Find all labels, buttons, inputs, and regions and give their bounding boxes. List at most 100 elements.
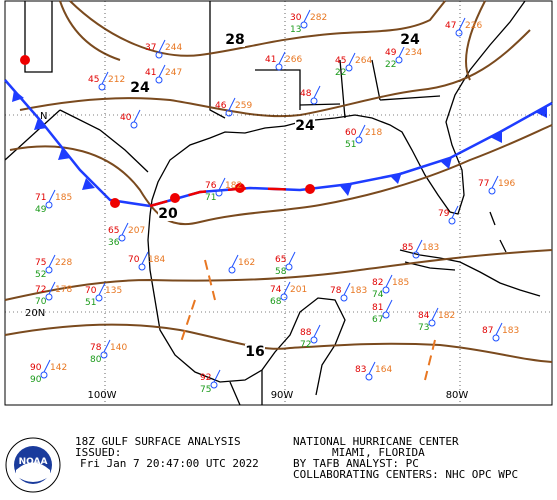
map-frame — [4, 0, 553, 406]
wind-barb — [141, 251, 149, 265]
isobars — [4, 0, 553, 363]
station-dewpoint: 73 — [418, 323, 429, 333]
station-temp: 41 — [145, 68, 156, 78]
station-dewpoint: 90 — [30, 375, 42, 385]
station-temp: 81 — [372, 303, 383, 313]
isobar-label: 28 — [225, 32, 244, 48]
longitude-label: 100W — [88, 390, 117, 401]
station-temp: 41 — [265, 55, 276, 65]
wind-barb — [313, 324, 321, 338]
wind-barb — [313, 85, 321, 99]
footer-title: 18Z GULF SURFACE ANALYSIS — [75, 435, 241, 448]
front-triangles — [12, 90, 547, 196]
station-pressure: 185 — [392, 278, 409, 288]
station-temp: 82 — [372, 278, 383, 288]
isobar-label-bg — [130, 80, 150, 95]
station-dewpoint: 74 — [372, 290, 384, 300]
troughs — [179, 259, 436, 381]
wind-barb — [48, 254, 56, 268]
wind-barb — [288, 251, 296, 265]
wind-barb — [385, 299, 393, 313]
wind-barb — [213, 369, 221, 383]
location: MIAMI, FLORIDA — [332, 446, 425, 459]
station-temp: 70 — [128, 255, 140, 265]
station-temp: 87 — [482, 326, 493, 336]
station-dewpoint: 67 — [372, 315, 383, 325]
wind-barb — [415, 239, 423, 253]
station-pressure: 183 — [350, 286, 367, 296]
footer: 18Z GULF SURFACE ANALYSIS ISSUED: Fri Ja… — [75, 435, 518, 481]
station-pressure: 178 — [55, 285, 72, 295]
station-pressure: 259 — [235, 101, 252, 111]
wind-barb — [278, 51, 286, 65]
station-temp: 65 — [275, 255, 286, 265]
latitude-label: 20N — [25, 308, 45, 319]
station-pressure: 201 — [290, 285, 307, 295]
station-dewpoint: 22 — [385, 60, 396, 70]
station-pressure: 164 — [375, 365, 392, 375]
station-temp: 90 — [30, 363, 42, 373]
isobar-labels: 28 24 24 24 20 16 — [130, 32, 420, 360]
logo-text: NOAA — [19, 457, 48, 467]
station-pressure: 207 — [128, 226, 145, 236]
station-dewpoint: 22 — [335, 68, 346, 78]
collaborating: COLLABORATING CENTERS: NHC OPC WPC — [293, 468, 518, 481]
isobar-label-bg — [295, 118, 315, 133]
wind-barb — [158, 39, 166, 53]
station-pressure: 140 — [110, 343, 127, 353]
wind-barb — [451, 205, 459, 219]
station-temp: 83 — [355, 365, 366, 375]
wind-barb — [283, 281, 291, 295]
coastlines — [4, 0, 541, 406]
isobar-label: 24 — [295, 118, 315, 134]
station-dewpoint: 80 — [90, 355, 102, 365]
station-dewpoint: 72 — [300, 340, 311, 350]
station-temp: 72 — [35, 285, 46, 295]
station-dewpoint: 70 — [35, 297, 47, 307]
isobar-label-bg — [245, 344, 265, 359]
station-dewpoint: 58 — [275, 267, 287, 277]
station-temp: 74 — [270, 285, 282, 295]
latitude-label: N — [40, 111, 47, 122]
isobar-label-bg — [400, 32, 420, 47]
station-dewpoint: 68 — [270, 297, 282, 307]
isobar-label: 20 — [158, 206, 178, 222]
wind-barb — [348, 52, 356, 66]
station-temp: 76 — [205, 181, 217, 191]
wind-barb — [98, 282, 106, 296]
station-pressure: 212 — [108, 75, 125, 85]
wind-barb — [431, 307, 439, 321]
station-temp: 45 — [88, 75, 99, 85]
station-dewpoint: 13 — [290, 25, 301, 35]
wind-barb — [48, 281, 56, 295]
analyst: BY TAFB ANALYST: PC — [293, 457, 419, 470]
isobar-label: 24 — [130, 80, 150, 96]
station-pressure: 135 — [105, 286, 122, 296]
wind-barb — [303, 9, 311, 23]
wind-barb — [231, 254, 239, 268]
station-temp: 48 — [300, 89, 312, 99]
wind-barb — [103, 339, 111, 353]
station-temp: 75 — [35, 258, 46, 268]
isobar-label-bg — [225, 32, 245, 47]
station-temp: 65 — [108, 226, 119, 236]
station-dewpoint: 49 — [35, 205, 47, 215]
station-dewpoint: 51 — [85, 298, 96, 308]
station-pressure: 266 — [285, 55, 302, 65]
wind-barb — [48, 189, 56, 203]
station-pressure: 264 — [355, 56, 372, 66]
wind-barb — [385, 274, 393, 288]
station-pressure: 196 — [498, 179, 515, 189]
station-pressure: 182 — [438, 311, 455, 321]
stationary-front-warm — [149, 186, 301, 208]
center: NATIONAL HURRICANE CENTER — [293, 435, 459, 448]
isobar-label: 16 — [245, 344, 264, 360]
station-temp: 77 — [478, 179, 489, 189]
isobar-label-bg — [158, 206, 178, 221]
station-pressure: 184 — [148, 255, 165, 265]
logo-bird — [16, 462, 50, 482]
station-pressure: 183 — [502, 326, 519, 336]
wind-barb — [368, 361, 376, 375]
